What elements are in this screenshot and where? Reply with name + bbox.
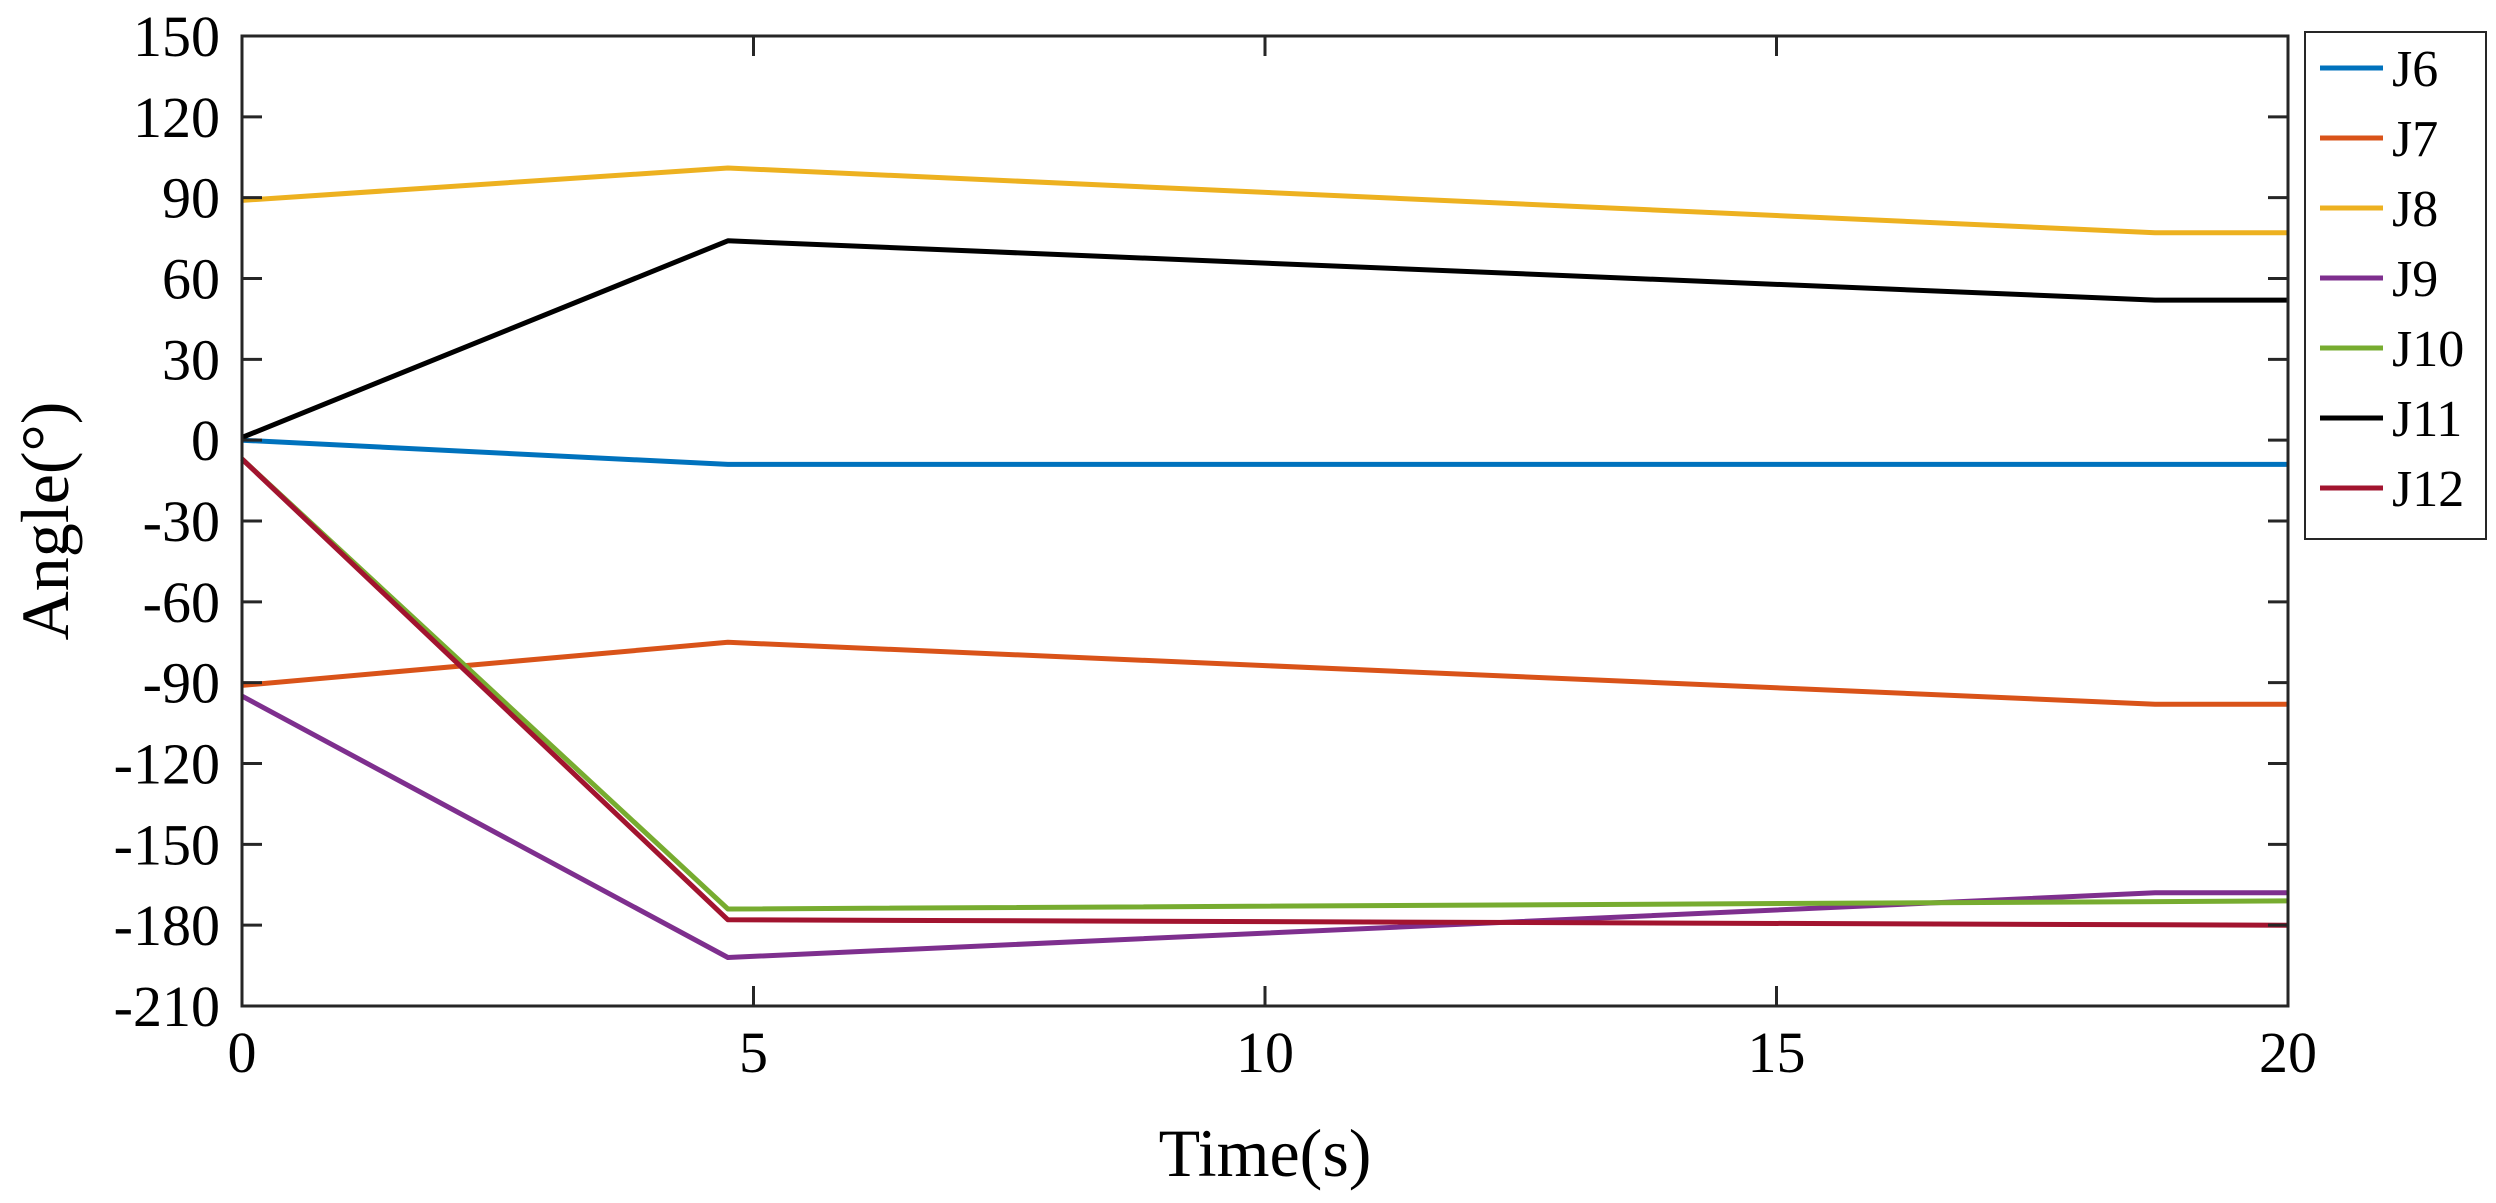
- y-tick-label: 150: [133, 4, 220, 69]
- y-tick-label: -120: [114, 732, 220, 797]
- y-tick-label: -150: [114, 812, 220, 877]
- series-line-j6: [241, 437, 2288, 467]
- series-line-j9: [240, 693, 2288, 960]
- legend-label-j7: J7: [2392, 111, 2438, 168]
- series-line-j12: [240, 457, 2289, 928]
- x-tick-label: 0: [228, 1020, 257, 1085]
- y-tick-label: 0: [191, 408, 220, 473]
- y-tick-label: 120: [133, 85, 220, 150]
- series-line-j11: [241, 238, 2288, 440]
- y-axis-label: Angle(°): [7, 402, 83, 641]
- x-axis-label: Time(s): [1159, 1115, 1372, 1191]
- x-tick-label: 15: [1748, 1020, 1806, 1085]
- legend-label-j9: J9: [2392, 251, 2438, 308]
- legend: J6 J7 J8 J9 J10 J11 J12: [2304, 31, 2487, 540]
- legend-label-j12: J12: [2392, 461, 2464, 518]
- x-tick-label: 10: [1236, 1020, 1294, 1085]
- y-tick-label: -90: [143, 651, 220, 716]
- y-tick-label: 30: [162, 327, 220, 392]
- y-tick-label: -30: [143, 489, 220, 554]
- y-tick-label: -210: [114, 974, 220, 1039]
- series-layer: [240, 165, 2289, 960]
- y-tick-label: 90: [162, 166, 220, 231]
- legend-label-j10: J10: [2392, 321, 2464, 378]
- legend-box: [2304, 31, 2487, 540]
- plot-area: [242, 36, 2288, 1006]
- series-line-j10: [240, 457, 2289, 912]
- y-tick-label: -60: [143, 570, 220, 635]
- y-tick-label: 60: [162, 247, 220, 312]
- series-line-j8: [241, 165, 2288, 236]
- legend-label-j11: J11: [2392, 391, 2462, 448]
- x-tick-label: 20: [2259, 1020, 2317, 1085]
- x-tick-label: 5: [739, 1020, 768, 1085]
- legend-label-j8: J8: [2392, 181, 2438, 238]
- legend-label-j6: J6: [2392, 41, 2438, 98]
- series-line-j7: [241, 639, 2288, 707]
- y-tick-label: -180: [114, 893, 220, 958]
